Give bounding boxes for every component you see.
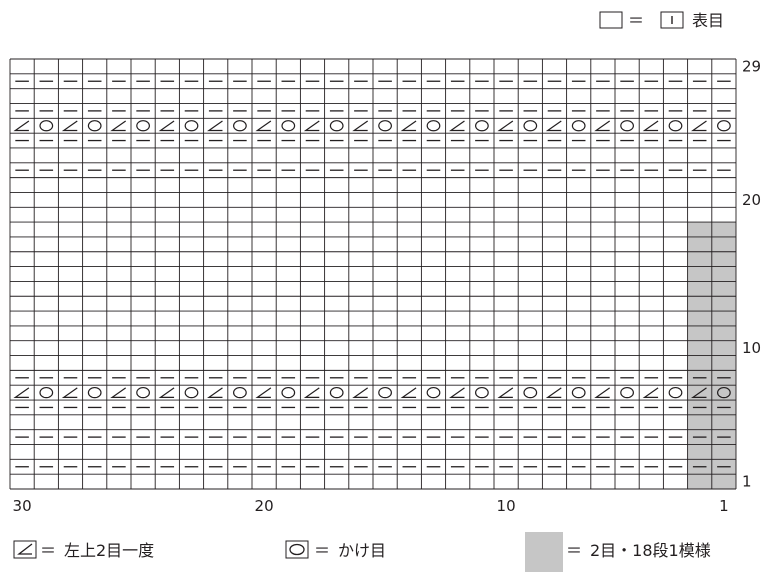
legend-knit-empty-cell — [599, 11, 623, 29]
row-number-label: 29 — [742, 57, 761, 75]
yarn-over-symbol — [717, 120, 731, 132]
legend-knit-equals: ＝ — [628, 11, 644, 30]
k2tog-symbol — [158, 120, 175, 132]
k2tog-symbol — [61, 387, 78, 398]
yarn-over-symbol — [668, 386, 683, 399]
yarn-over-symbol — [426, 386, 441, 399]
legend-knit: ＝ 表目 — [599, 11, 724, 30]
yarn-over-symbol — [329, 120, 344, 132]
legend-repeat: ＝ 2目・18段1模様 — [525, 532, 711, 572]
yarn-over-symbol — [426, 120, 441, 132]
legend-repeat-swatch — [525, 532, 563, 572]
legend-repeat-label: 2目・18段1模様 — [590, 541, 711, 560]
k2tog-symbol — [110, 387, 127, 398]
k2tog-symbol — [594, 120, 611, 132]
k2tog-symbol — [110, 120, 127, 132]
legend-yo-label: かけ目 — [338, 541, 386, 560]
legend-k2tog-cell — [13, 540, 37, 559]
yarn-over-symbol — [136, 386, 150, 399]
k2tog-symbol — [545, 120, 562, 132]
legend-repeat-equals: ＝ — [566, 541, 582, 560]
row-number-label: 20 — [742, 191, 761, 209]
k2tog-symbol — [400, 120, 417, 132]
k2tog-symbol — [642, 387, 659, 398]
yarn-over-symbol — [620, 120, 634, 132]
k2tog-symbol — [545, 387, 562, 398]
legend-knit-symbol-cell — [660, 11, 684, 29]
yarn-over-symbol — [87, 120, 102, 132]
k2tog-symbol — [255, 387, 272, 398]
yarn-over-symbol — [233, 120, 247, 132]
yarn-over-symbol — [571, 386, 586, 399]
yarn-over-symbol — [233, 386, 247, 399]
stitch-number-label: 1 — [719, 497, 729, 515]
stitch-number-label: 10 — [497, 497, 516, 515]
k2tog-symbol — [400, 387, 417, 398]
yarn-over-icon — [289, 543, 305, 556]
k2tog-symbol — [207, 387, 223, 398]
k2tog-symbol — [207, 120, 223, 132]
stitch-number-label: 30 — [13, 497, 32, 515]
chart-labels: 30 20 10 1 29 20 10 1 — [13, 57, 762, 515]
yarn-over-symbol — [87, 386, 102, 399]
k2tog-symbol — [255, 120, 272, 132]
yarn-over-symbol — [329, 386, 344, 399]
k2tog-symbol — [13, 120, 30, 132]
yarn-over-symbol — [620, 386, 634, 399]
k2tog-symbol — [158, 387, 175, 398]
k2tog-icon — [17, 543, 33, 555]
k2tog-symbol — [642, 120, 659, 132]
yarn-over-symbol — [475, 120, 489, 132]
yarn-over-symbol — [668, 120, 683, 132]
legend-yo-cell — [285, 540, 309, 559]
yarn-over-symbol — [281, 386, 296, 399]
k2tog-symbol — [449, 120, 465, 132]
yarn-over-symbol — [136, 120, 150, 132]
yarn-over-symbol — [717, 386, 731, 399]
legend-k2tog: ＝ 左上2目一度 — [13, 540, 154, 560]
legend-knit-label: 表目 — [692, 11, 724, 30]
row-number-label: 10 — [742, 339, 761, 357]
yarn-over-symbol — [281, 120, 296, 132]
k2tog-symbol — [352, 120, 369, 132]
yarn-over-symbol — [475, 386, 489, 399]
chart-grid — [9, 58, 737, 490]
legend-k2tog-label: 左上2目一度 — [64, 541, 154, 560]
k2tog-symbol — [61, 120, 78, 132]
yarn-over-symbol — [523, 386, 538, 399]
k2tog-symbol — [594, 387, 611, 398]
k2tog-symbol — [497, 387, 514, 398]
k2tog-symbol — [691, 387, 707, 398]
stitch-number-label: 20 — [255, 497, 274, 515]
yarn-over-symbol — [39, 386, 54, 399]
yarn-over-symbol — [378, 120, 392, 132]
k2tog-symbol — [497, 120, 514, 132]
k2tog-symbol — [303, 120, 320, 132]
k2tog-symbol — [303, 387, 320, 398]
yarn-over-symbol — [571, 120, 586, 132]
k2tog-symbol — [13, 387, 30, 398]
legend-yo: ＝ かけ目 — [285, 540, 386, 560]
yarn-over-symbol — [523, 120, 538, 132]
legend-yo-equals: ＝ — [314, 541, 330, 560]
k2tog-symbol — [691, 120, 707, 132]
yarn-over-symbol — [184, 120, 199, 132]
yarn-over-symbol — [184, 386, 199, 399]
legend-k2tog-equals: ＝ — [40, 541, 56, 560]
yarn-over-symbol — [378, 386, 392, 399]
yarn-over-symbol — [39, 120, 54, 132]
k2tog-symbol — [352, 387, 369, 398]
chart-symbols — [13, 80, 731, 468]
k2tog-symbol — [449, 387, 465, 398]
row-number-label: 1 — [742, 473, 752, 491]
